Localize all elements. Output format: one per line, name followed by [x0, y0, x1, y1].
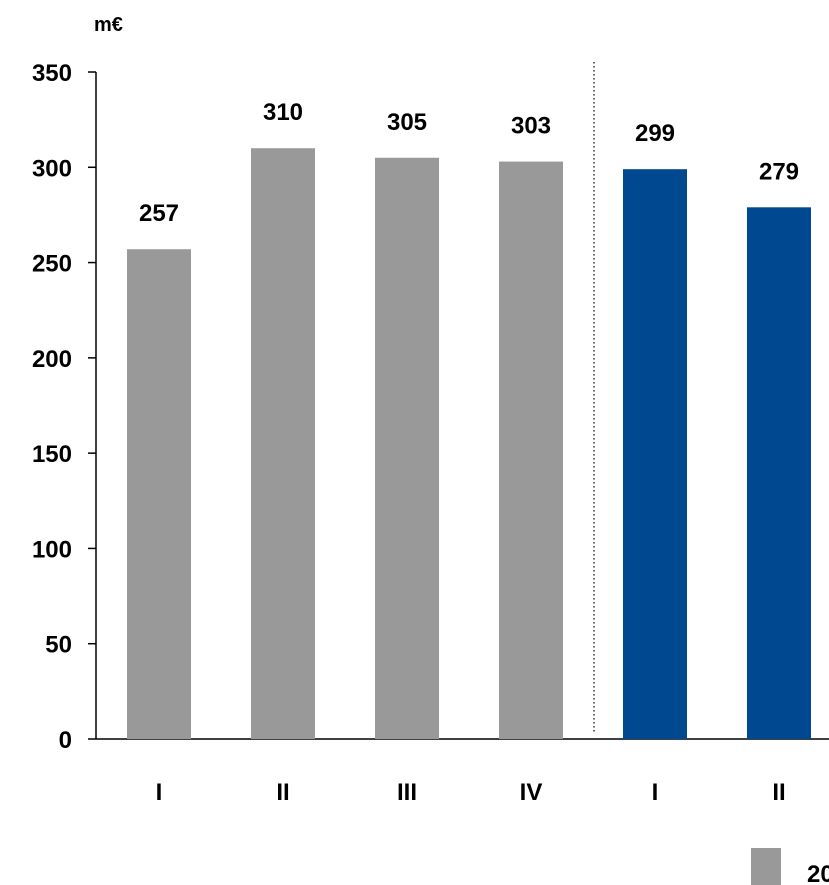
y-tick-label: 300	[32, 155, 72, 182]
bar	[375, 157, 439, 739]
data-label: 303	[511, 113, 551, 140]
y-tick-label: 50	[45, 632, 72, 659]
y-tick-label: 250	[32, 251, 72, 278]
bar	[251, 148, 315, 739]
unit-label: m€	[94, 14, 123, 36]
bar	[747, 207, 811, 739]
x-tick-label: II	[772, 779, 785, 806]
y-tick-label: 200	[32, 346, 72, 373]
x-tick-label: IV	[520, 779, 543, 806]
legend-swatch	[751, 848, 781, 885]
data-label: 310	[263, 99, 303, 126]
x-tick-label: III	[397, 779, 417, 806]
legend-label: 20	[807, 861, 829, 885]
x-tick-label: II	[276, 779, 289, 806]
x-tick-label: I	[156, 779, 163, 806]
bar	[499, 161, 563, 739]
y-tick-label: 350	[32, 60, 72, 87]
data-label: 279	[759, 158, 799, 185]
data-label: 305	[387, 109, 427, 136]
y-tick-label: 0	[59, 727, 72, 754]
x-tick-label: I	[652, 779, 659, 806]
bar	[127, 249, 191, 739]
data-label: 299	[635, 120, 675, 147]
bar	[623, 169, 687, 740]
y-tick-label: 100	[32, 536, 72, 563]
y-tick-label: 150	[32, 441, 72, 468]
data-label: 257	[139, 200, 179, 227]
